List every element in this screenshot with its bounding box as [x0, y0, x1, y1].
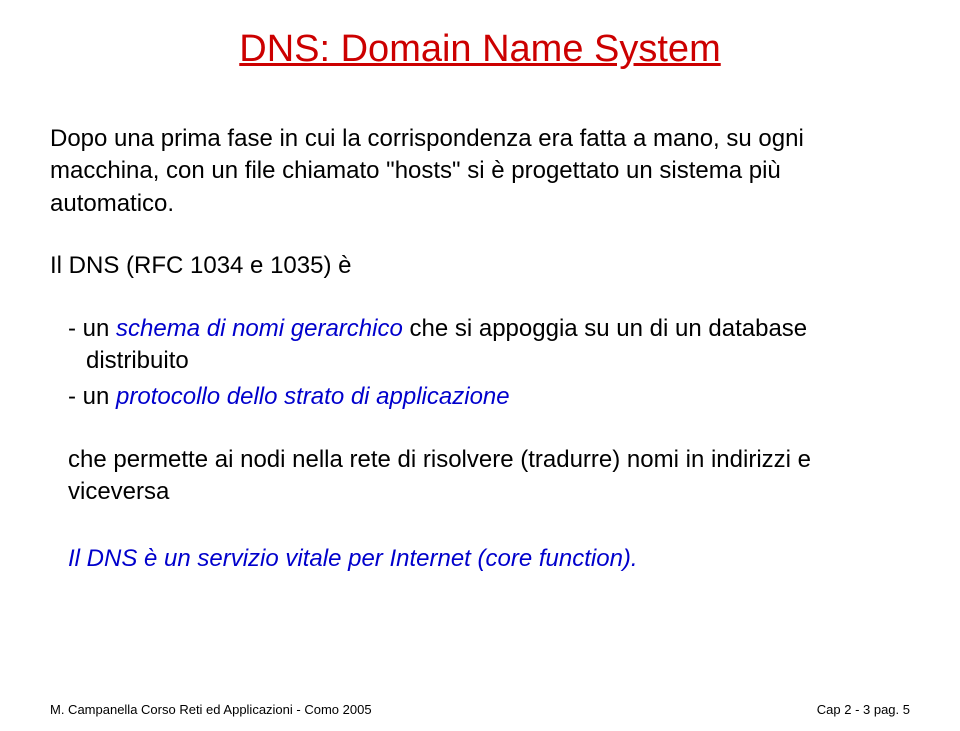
final-statement: Il DNS è un servizio vitale per Internet…	[50, 543, 910, 575]
bullet-2: - un protocollo dello strato di applicaz…	[50, 381, 910, 413]
footer-right-prefix: Cap 2 - 3 pag.	[817, 702, 903, 717]
closing-paragraph: che permette ai nodi nella rete di risol…	[50, 444, 910, 509]
lead-in-paragraph: Il DNS (RFC 1034 e 1035) è	[50, 250, 910, 282]
slide-title: DNS: Domain Name System	[50, 28, 910, 71]
slide: DNS: Domain Name System Dopo una prima f…	[0, 0, 960, 731]
intro-paragraph: Dopo una prima fase in cui la corrispond…	[50, 123, 910, 220]
footer-right: Cap 2 - 3 pag. 5	[817, 702, 910, 717]
bullet-1: - un schema di nomi gerarchico che si ap…	[50, 313, 910, 378]
bullet-2-emphasis: protocollo dello strato di applicazione	[116, 383, 510, 410]
footer: M. Campanella Corso Reti ed Applicazioni…	[50, 702, 910, 717]
bullet-2-prefix: - un	[68, 383, 116, 410]
bullet-list: - un schema di nomi gerarchico che si ap…	[50, 313, 910, 414]
footer-left: M. Campanella Corso Reti ed Applicazioni…	[50, 702, 372, 717]
bullet-1-prefix: - un	[68, 315, 116, 342]
footer-page-number: 5	[903, 702, 910, 717]
bullet-1-emphasis: schema di nomi gerarchico	[116, 315, 403, 342]
